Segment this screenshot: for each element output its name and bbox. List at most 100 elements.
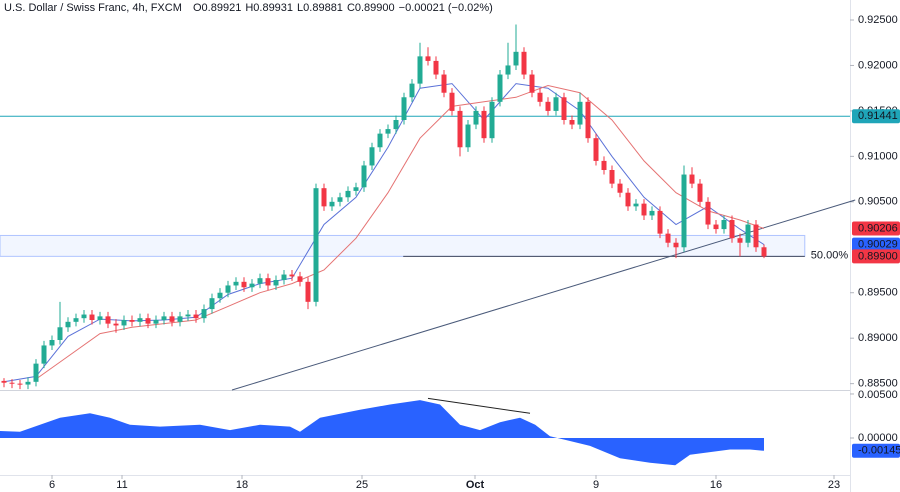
header-title: U.S. Dollar / Swiss Franc, 4h, FXCM [4, 2, 182, 14]
header-value: C0.89900 [347, 2, 395, 14]
price-tag-bg [852, 221, 900, 236]
candle-body [513, 51, 519, 66]
candle-body [705, 201, 711, 225]
candle-body [9, 382, 15, 384]
candle-body [313, 188, 319, 302]
x-tick-label: 18 [236, 479, 248, 491]
candle-body [657, 210, 663, 234]
trendline [231, 199, 856, 391]
candle-body [753, 224, 759, 248]
y-tick-label: 0.92500 [858, 14, 898, 26]
candle-body [625, 192, 631, 207]
candle-body [201, 309, 207, 319]
candle-body [105, 316, 111, 324]
candle-body [761, 247, 767, 257]
candle-body [185, 314, 191, 317]
candle-body [561, 97, 567, 120]
candle-body [33, 363, 39, 382]
candle-body [689, 174, 695, 184]
x-tick-label: 11 [116, 479, 127, 491]
candle-body [529, 74, 535, 93]
candle-body [265, 278, 271, 286]
moving-average [3, 83, 765, 383]
candle-body [649, 210, 655, 216]
candle-body [209, 298, 215, 310]
candle-body [465, 124, 471, 148]
candle-body [633, 203, 639, 207]
candle-body [593, 138, 599, 161]
candle-body [129, 320, 135, 322]
header-value: O0.89921 [193, 2, 241, 14]
candle-body [169, 316, 175, 322]
y-tick-label: 0.00500 [858, 389, 898, 401]
candle-body [1, 380, 7, 383]
price-tag: 0.89900 [858, 250, 898, 262]
candle-body [609, 170, 615, 184]
candle-body [449, 92, 455, 111]
candle-body [569, 120, 575, 125]
header-value: H0.89931 [245, 2, 293, 14]
candle-body [497, 74, 503, 102]
price-tag-bg [852, 237, 900, 252]
price-tag: 0.90206 [858, 222, 898, 234]
candle-body [729, 220, 735, 239]
candle-body [145, 318, 151, 324]
candle-body [225, 285, 231, 293]
price-tag: 0.91441 [858, 110, 898, 122]
candle-body [713, 224, 719, 230]
candle-body [289, 274, 295, 277]
price-tag: -0.00145 [858, 445, 900, 457]
zone [0, 234, 806, 257]
moving-average [35, 84, 765, 380]
candle-body [681, 174, 687, 248]
price-tag-bg [852, 249, 900, 264]
candle-body [273, 280, 279, 286]
candle-body [577, 101, 583, 125]
candle-body [241, 281, 247, 288]
candle-body [49, 340, 55, 346]
candle-body [249, 283, 255, 288]
candle-body [401, 97, 407, 120]
candle-body [321, 188, 327, 207]
x-tick-label: 23 [828, 479, 840, 491]
candle-body [345, 190, 351, 198]
candle-body [697, 183, 703, 202]
candle-body [73, 318, 79, 322]
y-tick-label: 0.88500 [858, 378, 898, 390]
candle-body [505, 65, 511, 75]
candle-body [457, 110, 463, 148]
candle-body [489, 101, 495, 139]
candle-body [153, 320, 159, 324]
divergence-line [427, 397, 531, 414]
candle-body [393, 120, 399, 130]
candle-body [17, 383, 23, 385]
candle-body [441, 74, 447, 93]
candle-body [481, 110, 487, 139]
candle-body [745, 224, 751, 243]
candle-body [553, 97, 559, 111]
y-tick-label: 0.91000 [858, 150, 898, 162]
candle-body [305, 281, 311, 302]
candle-body [417, 56, 423, 84]
candle-body [537, 92, 543, 102]
candle-body [257, 278, 263, 284]
candle-body [97, 316, 103, 320]
candle-body [369, 147, 375, 166]
y-tick-label: 0.92000 [858, 59, 898, 71]
candle-body [217, 292, 223, 299]
fib-label: 50.00% [811, 249, 849, 261]
candle-body [193, 314, 199, 319]
candle-body [57, 327, 63, 340]
x-tick-label: Oct [466, 479, 485, 491]
price-tag-bg [852, 443, 900, 458]
candle-body [89, 314, 95, 320]
y-tick-label: 0.90500 [858, 196, 898, 208]
header-value: L0.89881 [297, 2, 343, 14]
candle-body [737, 238, 743, 243]
candle-body [161, 316, 167, 320]
candle-body [641, 203, 647, 216]
candle-body [113, 323, 119, 326]
candle-body [353, 187, 359, 191]
candle-body [81, 314, 87, 319]
